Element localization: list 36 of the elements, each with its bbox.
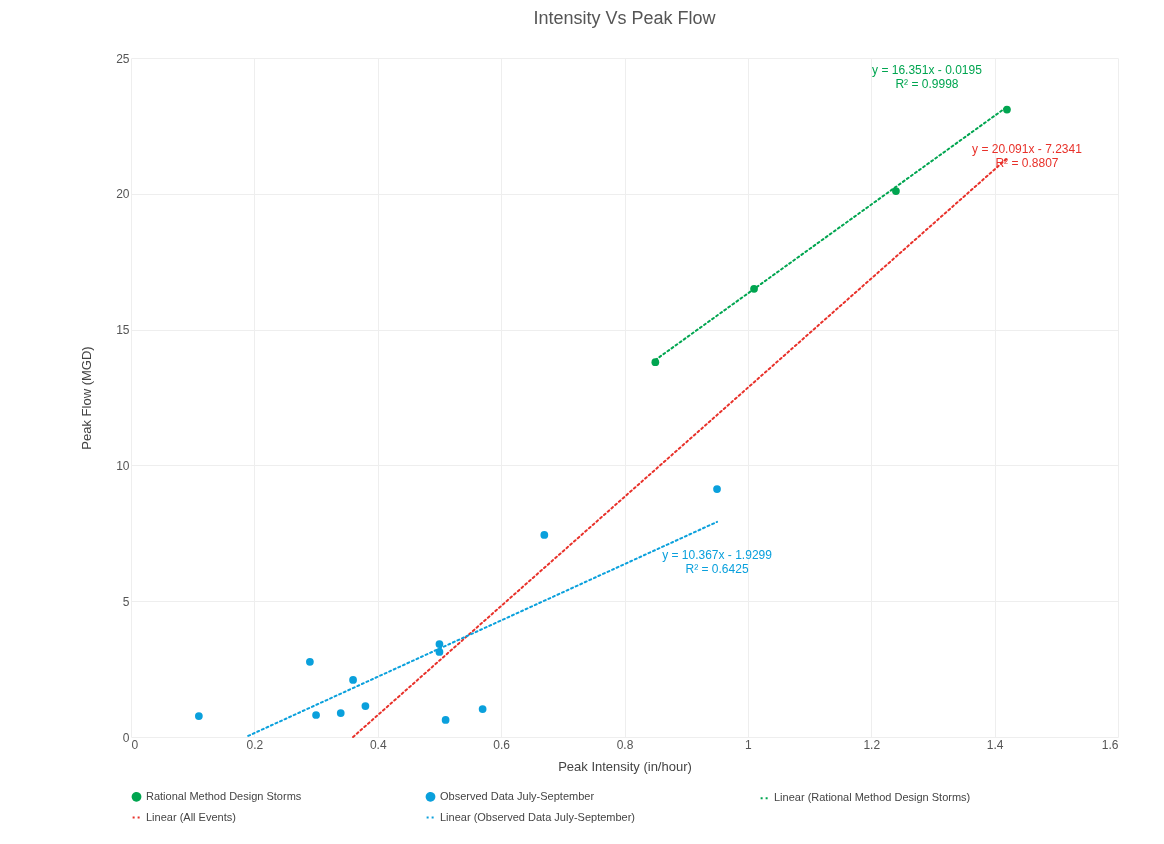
legend-label: Linear (All Events) (146, 810, 236, 823)
y-tick-label: 10 (116, 458, 130, 473)
point (361, 702, 370, 710)
x-tick-label: 1.6 (1101, 737, 1119, 752)
point (892, 187, 900, 195)
y-tick-label: 25 (116, 51, 130, 66)
point (194, 712, 203, 720)
x-tick-label: 0.6 (493, 737, 511, 752)
y-axis-title: Peak Flow (MGD) (79, 346, 95, 450)
y-tick-label: 15 (116, 323, 130, 338)
point (312, 711, 320, 719)
annotation: y = 10.367x - 1.9299 R² = 0.6425 (662, 547, 773, 576)
point (435, 640, 444, 648)
x-tick-label: 0.4 (369, 737, 387, 752)
point (435, 648, 444, 656)
legend-label: Rational Method Design Storms (146, 789, 302, 802)
point (540, 531, 549, 539)
x-tick-label: 1.2 (863, 737, 881, 752)
point (478, 705, 487, 713)
point (713, 485, 721, 493)
point (349, 676, 357, 684)
point (306, 657, 314, 666)
x-tick-label: 0.8 (616, 737, 634, 752)
legend-label: Linear (Observed Data July-September) (440, 810, 636, 823)
point (336, 709, 345, 717)
y-tick-label: 5 (122, 594, 130, 609)
x-tick-label: 0.2 (246, 737, 264, 752)
legend-label: Linear (Rational Method Design Storms) (774, 791, 971, 804)
chart-title: Intensity Vs Peak Flow (533, 8, 717, 28)
x-tick-label: 1 (745, 737, 753, 752)
legend-label: Observed Data July-September (440, 789, 595, 802)
annotation: y = 16.351x - 0.0195 R² = 0.9998 (872, 62, 983, 91)
y-tick-label: 20 (116, 187, 130, 202)
point (441, 716, 450, 724)
x-tick-label: 1.4 (986, 737, 1004, 752)
x-axis-title: Peak Intensity (in/hour) (558, 758, 692, 774)
